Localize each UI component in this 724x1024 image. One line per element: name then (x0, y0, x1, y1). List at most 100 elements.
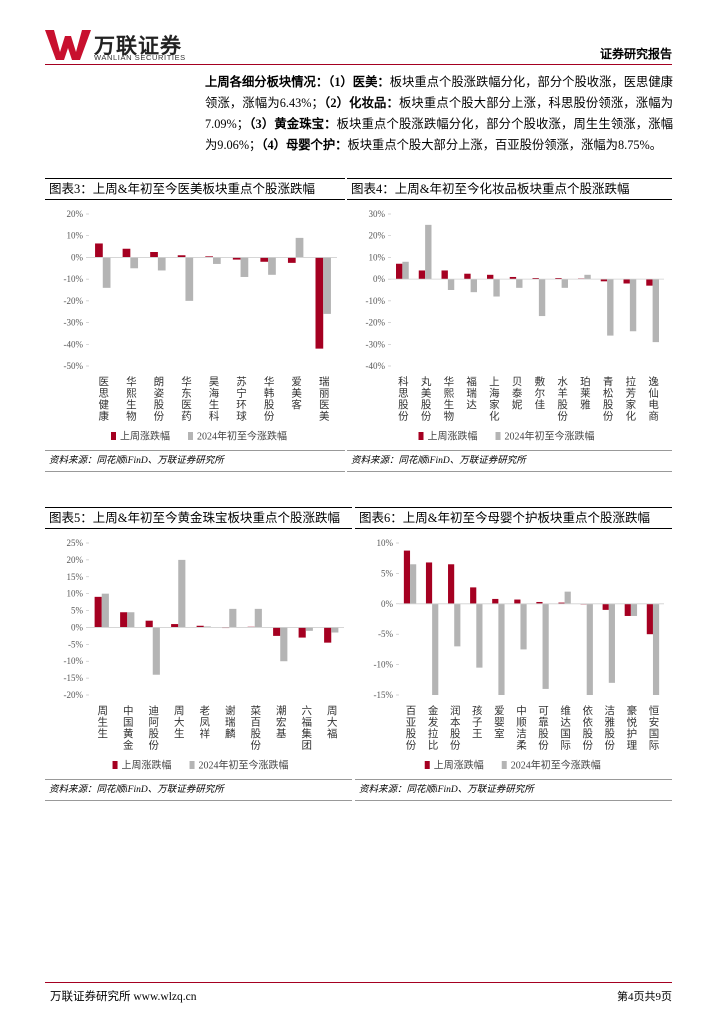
x-tick-label: 水羊股份 (556, 376, 567, 422)
summary-segment: （4）母婴个护： (261, 138, 348, 152)
bar (203, 626, 211, 628)
bar (630, 603, 638, 616)
chart: -50% -40% -30% -20% -10% 0% 10% 20% 医思健康 华熙生物 朗姿股份… (64, 209, 337, 443)
summary-segment: （1）医美： (328, 75, 390, 89)
y-tick-label: -30% (366, 339, 386, 349)
legend-swatch (189, 761, 195, 769)
bar (254, 608, 262, 628)
y-tick-label: 25% (67, 538, 84, 548)
y-tick-label: 20% (67, 555, 84, 565)
bar (509, 276, 517, 280)
bar (448, 564, 455, 604)
bar (323, 257, 331, 314)
x-tick-label: 珀莱雅 (579, 375, 590, 410)
y-tick-label: 0% (71, 252, 84, 262)
x-tick-label: 贝泰妮 (511, 376, 522, 411)
header-rule (45, 64, 672, 65)
footer-org: 万联证券研究所 www.wlzq.cn (50, 991, 197, 1003)
bar (196, 625, 204, 628)
y-tick-label: 10% (369, 252, 386, 262)
chart: -20% -15% -10% -5% 0% 5% 10% 15% 20% 25% 周生生 中国黄金 迪阿… (64, 538, 344, 772)
chart-block: 图表4：上周&年初至今化妆品板块重点个股涨跌幅 -40% -30% -20% -10% 0… (347, 178, 672, 472)
legend-swatch (424, 761, 430, 769)
chart-source: 资料来源：同花顺iFinD、万联证券研究所 (45, 450, 345, 472)
legend-label: 上周涨跌幅 (428, 430, 478, 443)
y-tick-label: -30% (64, 318, 84, 328)
x-tick-label: 爱美客 (290, 375, 301, 410)
y-tick-label: 15% (67, 572, 84, 582)
bar (101, 593, 109, 628)
x-tick-label: 科思股份 (397, 375, 408, 422)
x-tick-label: 可靠股份 (537, 705, 548, 751)
summary-segment: （3）黄金珠宝： (249, 117, 337, 131)
logo-english: WANLIAN SECURITIES (94, 53, 186, 62)
bar (646, 279, 653, 286)
x-tick-label: 华东医药 (180, 375, 191, 422)
bar (470, 279, 477, 293)
y-tick-label: -15% (64, 673, 84, 683)
bar (532, 278, 539, 280)
chart-block: 图表5：上周&年初至今黄金珠宝板块重点个股涨跌幅 -20% -15% -10% -5% 0… (45, 507, 352, 801)
x-tick-label: 拉芳家化 (624, 375, 635, 422)
x-tick-label: 菜百股份 (249, 705, 260, 751)
bar (94, 596, 102, 628)
bar (396, 263, 403, 280)
bar (213, 257, 221, 264)
bar (454, 603, 461, 647)
y-tick-label: 20% (67, 209, 84, 219)
bar (122, 248, 131, 258)
bar (538, 279, 546, 317)
x-tick-label: 中顺洁柔 (515, 704, 526, 751)
x-tick-label: 谢瑞麟 (224, 704, 235, 739)
x-tick-label: 豪悦护理 (625, 704, 636, 751)
bar (470, 587, 477, 604)
bar (280, 627, 288, 662)
x-tick-label: 丸美股份 (420, 375, 431, 422)
footer-page: 第4页共9页 (617, 991, 672, 1003)
legend-label: 2024年初至今涨跌幅 (511, 759, 601, 772)
x-tick-label: 孩子王 (471, 704, 482, 739)
bar (498, 603, 505, 695)
x-tick-label: 福瑞达 (465, 375, 476, 410)
bar (514, 599, 521, 604)
bar (536, 601, 543, 604)
bar (447, 279, 455, 290)
legend-swatch (501, 761, 507, 769)
bar (646, 603, 653, 635)
bar (177, 255, 186, 258)
y-tick-label: 5% (71, 606, 84, 616)
bar (542, 603, 549, 689)
summary-segment: 板块重点个股大部分上涨，百亚股份领涨，涨幅为8.75%。 (347, 138, 663, 152)
bar (102, 257, 111, 288)
bar (260, 257, 269, 262)
y-tick-label: -20% (64, 296, 84, 306)
chart-title: 图表4：上周&年初至今化妆品板块重点个股涨跌幅 (347, 178, 672, 200)
bar (130, 257, 139, 269)
legend-label: 2024年初至今涨跌幅 (505, 430, 595, 443)
legend-label: 上周涨跌幅 (434, 759, 484, 772)
bar (555, 278, 562, 280)
x-tick-label: 老凤祥 (198, 704, 209, 739)
bar (268, 257, 276, 275)
legend-label: 2024年初至今涨跌幅 (197, 430, 287, 443)
x-tick-label: 周大生 (173, 705, 184, 740)
summary-segment: 上周各细分板块情况： (205, 75, 329, 89)
summary-segment: 板块重点个股涨跌幅分化，部分个股收涨，医思健康领涨，涨幅为6.43%； (205, 75, 673, 110)
bar (561, 279, 568, 288)
y-tick-label: 30% (369, 209, 386, 219)
bar (584, 274, 591, 280)
legend-swatch (111, 432, 116, 440)
bar (487, 274, 494, 280)
legend-swatch (188, 432, 193, 440)
x-tick-label: 依依股份 (581, 704, 592, 751)
x-tick-label: 华熙生物 (125, 375, 136, 422)
bar (324, 627, 332, 643)
chart-source: 资料来源：同花顺iFinD、万联证券研究所 (355, 779, 672, 801)
chart-title: 图表6：上周&年初至今母婴个护板块重点个股涨跌幅 (355, 507, 672, 529)
x-tick-label: 逸仙电商 (647, 376, 658, 422)
bar (558, 602, 565, 604)
x-tick-label: 青松股份 (602, 375, 613, 422)
bar (602, 603, 609, 610)
bar (403, 550, 411, 604)
